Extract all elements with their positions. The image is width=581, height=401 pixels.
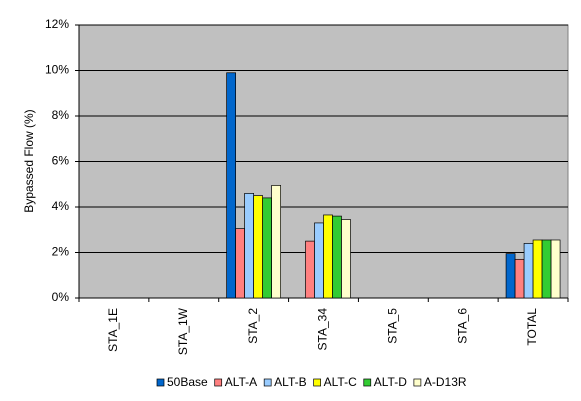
x-tick-label: STA_1W: [176, 307, 190, 355]
bar: [332, 215, 342, 299]
bar: [523, 243, 534, 299]
legend-label: ALT-C: [324, 375, 357, 389]
bar: [323, 214, 333, 299]
y-tick-label: 6%: [52, 154, 70, 168]
legend-swatch: [156, 378, 165, 387]
x-tick-label: STA_5: [386, 308, 400, 344]
bar: [505, 253, 516, 299]
x-tick-label: STA_34: [316, 308, 330, 351]
y-tick-label: 2%: [52, 245, 70, 259]
legend-swatch: [363, 378, 372, 387]
bar: [514, 258, 525, 299]
bar: [253, 195, 263, 299]
legend-label: 50Base: [167, 375, 208, 389]
legend-label: ALT-A: [225, 375, 257, 389]
y-tick-label: 10%: [45, 63, 69, 77]
legend-swatch: [413, 378, 422, 387]
legend-label: ALT-D: [374, 375, 407, 389]
y-tick-label: 8%: [52, 108, 70, 122]
y-tick-label: 0%: [52, 290, 70, 304]
bar: [262, 197, 272, 299]
x-tick-label: STA_6: [455, 308, 469, 344]
bar: [550, 239, 561, 299]
bar: [532, 239, 543, 299]
bar: [226, 72, 236, 299]
bar: [271, 185, 281, 299]
legend-swatch: [214, 378, 223, 387]
bar: [244, 193, 254, 299]
x-tick-label: STA_2: [246, 308, 260, 344]
bar: [541, 239, 552, 299]
bar: [235, 228, 245, 299]
y-tick-label: 4%: [52, 199, 70, 213]
legend-swatch: [263, 378, 272, 387]
x-tick-label: TOTAL: [525, 308, 539, 346]
legend-swatch: [313, 378, 321, 387]
x-tick-label: STA_1E: [106, 308, 120, 352]
bar: [341, 219, 351, 299]
y-tick-label: 12%: [45, 17, 69, 31]
y-axis-label: Bypassed Flow (%): [22, 109, 36, 212]
bar: [305, 240, 315, 299]
legend-label: A-D13R: [424, 375, 467, 389]
bar: [314, 222, 324, 299]
legend-label: ALT-B: [274, 375, 306, 389]
